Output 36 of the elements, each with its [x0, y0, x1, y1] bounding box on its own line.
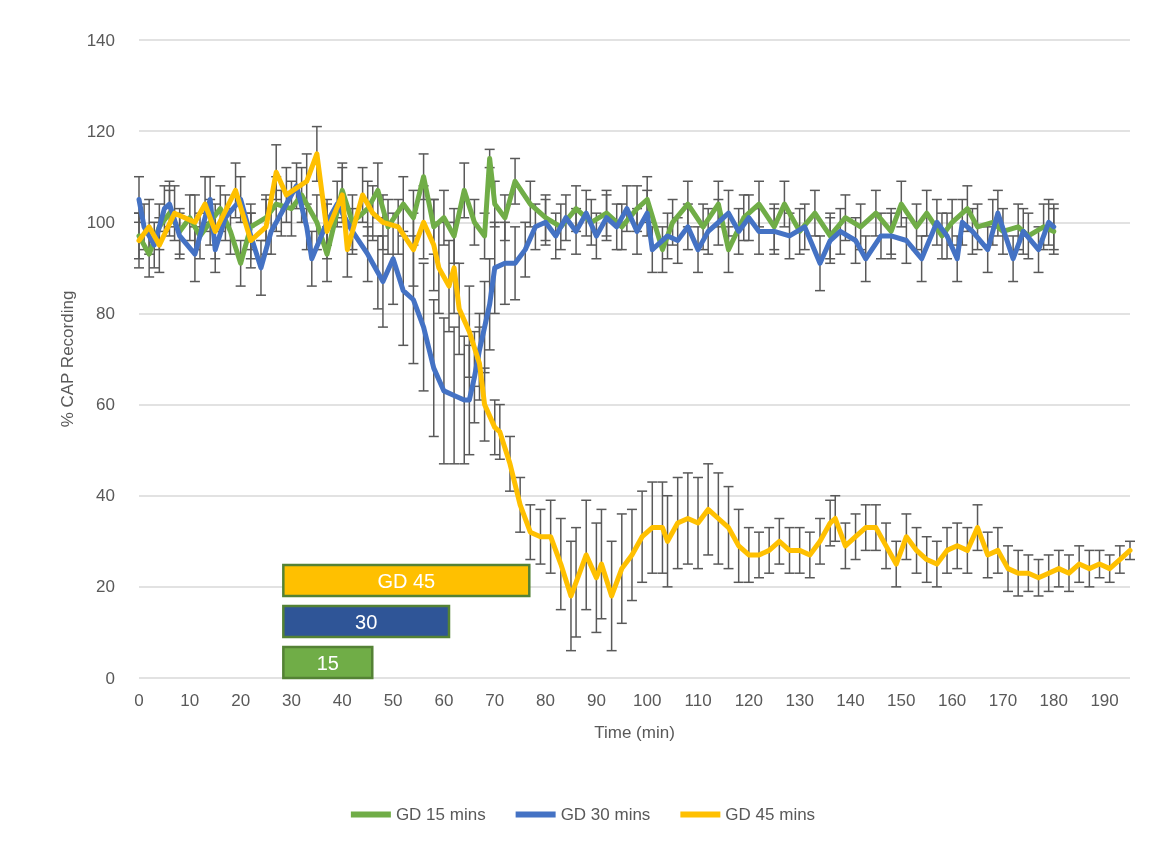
x-tick-label: 80	[536, 691, 556, 710]
x-tick-label: 120	[734, 691, 764, 710]
x-tick-label: 180	[1039, 691, 1068, 710]
x-tick-label: 40	[332, 691, 352, 710]
y-tick-label: 20	[96, 577, 115, 597]
x-tick-label: 100	[633, 691, 662, 710]
x-tick-label: 190	[1090, 691, 1119, 710]
y-tick-label: 60	[96, 395, 115, 415]
band-label: 30	[355, 610, 378, 633]
y-tick-label: 140	[86, 30, 115, 50]
x-tick-label: 90	[586, 691, 606, 710]
x-tick-label: 20	[231, 691, 251, 710]
y-tick-label: 80	[96, 303, 115, 323]
x-tick-label: 130	[785, 691, 814, 710]
y-axis-title: % CAP Recording	[57, 290, 77, 428]
band-label: GD 45	[377, 569, 436, 592]
x-tick-label: 10	[180, 691, 200, 710]
x-tick-label: 0	[134, 691, 144, 710]
y-tick-label: 0	[105, 668, 115, 688]
legend-label: GD 15 mins	[395, 805, 486, 824]
legend-label: GD 45 mins	[725, 805, 816, 824]
y-tick-label: 120	[86, 121, 115, 141]
y-tick-label: 40	[96, 486, 115, 506]
x-tick-label: 140	[836, 691, 865, 710]
x-tick-label: 50	[383, 691, 403, 710]
band-label: 15	[316, 651, 339, 674]
x-axis-title: Time (min)	[594, 723, 675, 742]
x-tick-label: 150	[887, 691, 916, 710]
x-tick-label: 30	[282, 691, 301, 710]
x-tick-label: 110	[684, 691, 712, 710]
x-tick-label: 170	[988, 691, 1018, 710]
x-tick-label: 160	[937, 691, 967, 710]
y-tick-label: 100	[86, 212, 115, 232]
x-tick-label: 60	[434, 691, 454, 710]
legend-label: GD 30 mins	[560, 805, 651, 824]
x-tick-label: 70	[485, 691, 505, 710]
